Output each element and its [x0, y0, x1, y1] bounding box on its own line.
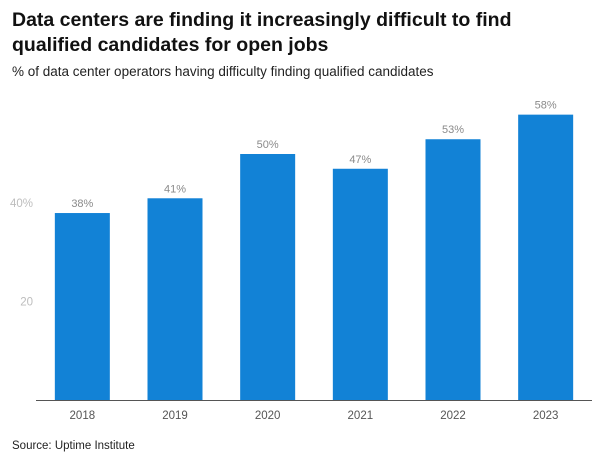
data-label-2021: 47% — [349, 154, 371, 166]
x-tick-label-2023: 2023 — [533, 410, 559, 422]
x-tick-label-2019: 2019 — [162, 410, 188, 422]
data-label-2022: 53% — [442, 124, 464, 136]
bar-2019 — [147, 198, 203, 400]
bar-2022 — [425, 139, 481, 401]
y-tick-label-40: 40% — [10, 198, 33, 210]
x-tick-label-2022: 2022 — [440, 410, 466, 422]
x-axis-ticks: 2018 2019 2020 2021 2022 2023 — [70, 410, 559, 422]
y-tick-label-20: 20 — [20, 297, 33, 309]
bar-2021 — [332, 168, 388, 400]
data-label-2020: 50% — [257, 139, 279, 151]
bar-2023 — [518, 114, 574, 400]
x-tick-label-2020: 2020 — [255, 410, 281, 422]
chart-title: Data centers are finding it increasingly… — [12, 9, 512, 56]
chart-subtitle: % of data center operators having diffic… — [12, 64, 434, 79]
data-label-2019: 41% — [164, 183, 186, 195]
data-label-2023: 58% — [535, 100, 557, 112]
source-note: Source: Uptime Institute — [12, 440, 135, 452]
x-tick-label-2018: 2018 — [70, 410, 96, 422]
x-tick-label-2021: 2021 — [348, 410, 374, 422]
bar-2018 — [54, 213, 110, 400]
y-axis-ticks: 20 40% — [10, 198, 33, 308]
bars — [54, 114, 574, 401]
bar-data-labels: 38% 41% 50% 47% 53% 58% — [71, 100, 557, 210]
bar-2020 — [240, 154, 296, 400]
data-label-2018: 38% — [71, 198, 93, 210]
